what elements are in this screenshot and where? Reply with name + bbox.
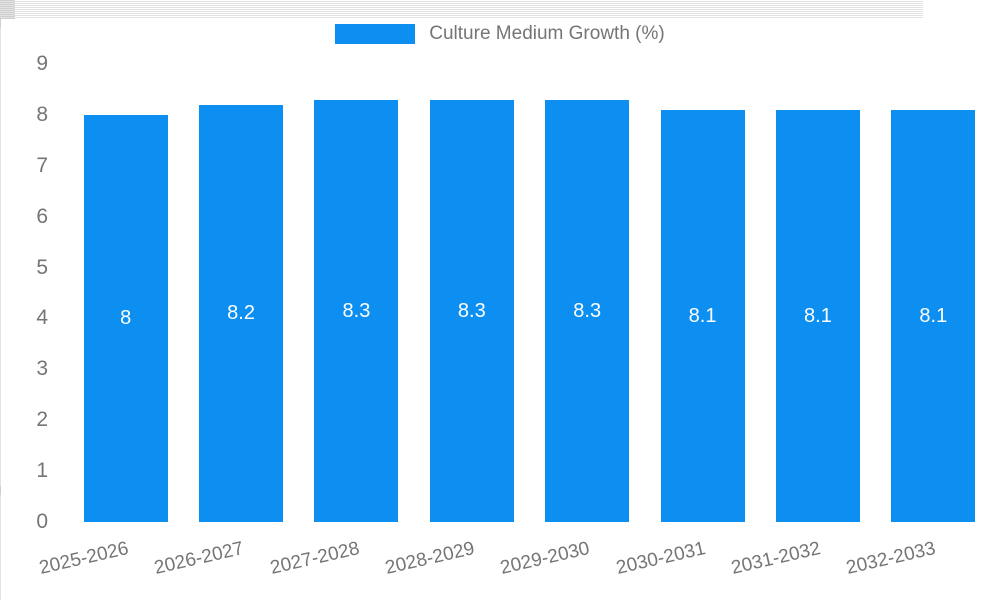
y-tick-label: 2 bbox=[36, 408, 48, 432]
y-tick-mark bbox=[0, 0, 15, 1]
legend-label: Culture Medium Growth (%) bbox=[429, 23, 665, 44]
bar-value-label: 8.2 bbox=[227, 302, 255, 325]
x-tick-label: 2031-2032 bbox=[729, 538, 823, 579]
bar[interactable] bbox=[314, 99, 399, 522]
bar-value-label: 8.1 bbox=[804, 304, 832, 327]
x-tick-label: 2027-2028 bbox=[267, 538, 362, 579]
legend-swatch bbox=[335, 24, 416, 44]
bar-value-label: 8 bbox=[120, 307, 132, 330]
y-tick-label: 8 bbox=[36, 102, 48, 126]
y-tick-label: 1 bbox=[36, 459, 48, 483]
h-gridline bbox=[0, 5, 923, 6]
x-tick-label: 2025-2026 bbox=[37, 538, 131, 579]
y-tick-label: 5 bbox=[36, 255, 48, 279]
y-tick-mark bbox=[0, 18, 15, 19]
y-tick-label: 0 bbox=[36, 510, 48, 533]
y-tick-mark bbox=[0, 16, 15, 17]
bar-value-label: 8.3 bbox=[457, 299, 486, 322]
h-gridline bbox=[0, 1, 923, 2]
bar[interactable] bbox=[429, 99, 514, 522]
h-gridline bbox=[0, 15, 923, 16]
y-tick-label: 7 bbox=[36, 153, 48, 177]
x-tick-label: 2032-2033 bbox=[844, 538, 939, 579]
y-tick-mark bbox=[0, 12, 15, 13]
x-tick-label: 2026-2027 bbox=[152, 538, 246, 579]
y-tick-mark bbox=[0, 2, 15, 3]
h-gridline bbox=[0, 17, 923, 18]
bar[interactable] bbox=[545, 99, 630, 522]
bar-value-label: 8.3 bbox=[573, 299, 602, 322]
bar[interactable] bbox=[775, 109, 860, 522]
y-tick-mark bbox=[0, 14, 15, 15]
h-gridline bbox=[0, 13, 923, 14]
bar-value-label: 8.3 bbox=[342, 299, 371, 322]
y-tick-label: 6 bbox=[36, 204, 48, 228]
chart-legend: Culture Medium Growth (%) bbox=[0, 18, 1000, 50]
x-tick-mark bbox=[0, 486, 1, 495]
v-gridline bbox=[0, 28, 1, 486]
bar-value-label: 8.1 bbox=[688, 304, 717, 327]
bar[interactable] bbox=[891, 109, 976, 522]
bar[interactable] bbox=[660, 109, 745, 522]
bar[interactable] bbox=[83, 114, 168, 522]
h-gridline bbox=[0, 11, 923, 12]
y-tick-mark bbox=[0, 4, 15, 5]
h-gridline bbox=[0, 9, 923, 10]
y-tick-label: 3 bbox=[36, 357, 48, 381]
v-gridline bbox=[0, 495, 1, 600]
x-tick-label: 2030-2031 bbox=[614, 538, 708, 579]
h-gridline bbox=[0, 7, 923, 8]
x-tick-mark bbox=[0, 19, 1, 28]
y-tick-mark bbox=[0, 10, 15, 11]
bar[interactable] bbox=[199, 104, 284, 522]
y-tick-label: 9 bbox=[36, 52, 48, 75]
h-gridline bbox=[0, 3, 923, 4]
y-tick-mark bbox=[0, 8, 15, 9]
x-tick-label: 2029-2030 bbox=[498, 538, 592, 579]
y-tick-label: 4 bbox=[36, 306, 48, 330]
x-tick-label: 2028-2029 bbox=[383, 538, 477, 579]
bar-value-label: 8.1 bbox=[919, 304, 948, 327]
y-tick-mark bbox=[0, 6, 15, 7]
